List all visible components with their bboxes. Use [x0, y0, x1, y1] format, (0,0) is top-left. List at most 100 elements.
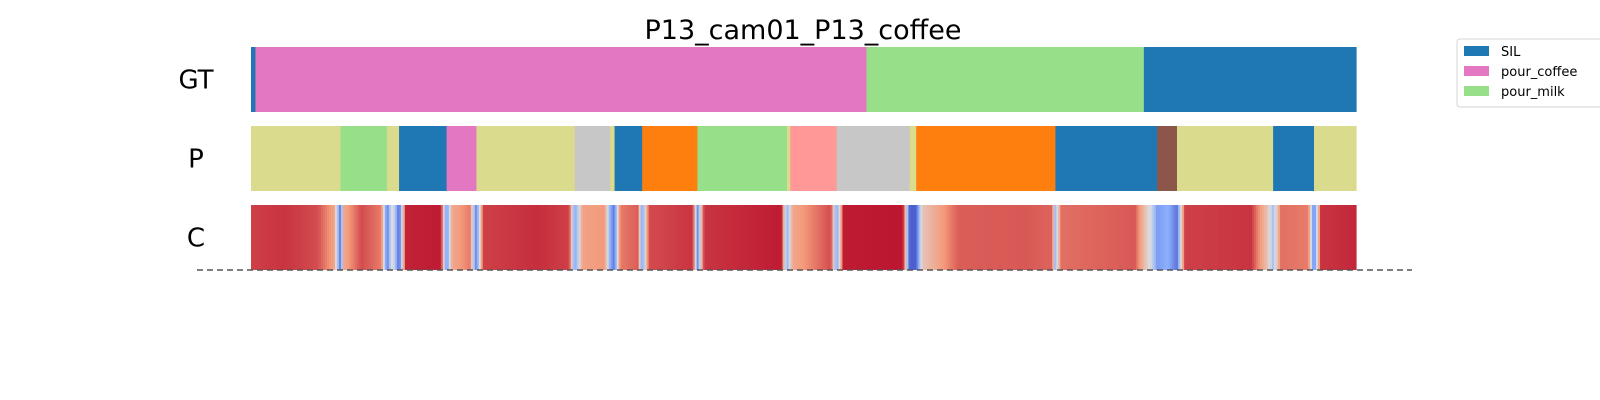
confidence-strip — [478, 205, 482, 270]
confidence-strip — [384, 205, 388, 270]
confidence-strip — [982, 205, 985, 270]
confidence-strip — [1304, 205, 1307, 270]
confidence-strip — [946, 205, 949, 270]
confidence-strip — [450, 205, 454, 270]
confidence-strip — [664, 205, 668, 270]
confidence-strip — [816, 205, 820, 270]
confidence-strip — [454, 205, 458, 270]
confidence-strip — [890, 205, 894, 270]
legend-swatch — [1464, 86, 1489, 96]
confidence-strip — [352, 205, 356, 270]
confidence-strip — [526, 205, 530, 270]
row-label: C — [187, 224, 205, 254]
confidence-strip — [1250, 205, 1253, 270]
confidence-strip — [306, 205, 310, 270]
confidence-strip — [898, 205, 902, 270]
confidence-strip — [480, 205, 484, 270]
confidence-strip — [1130, 205, 1133, 270]
confidence-strip — [1340, 205, 1343, 270]
confidence-strip — [828, 205, 832, 270]
confidence-strip — [1136, 205, 1139, 270]
confidence-strip — [372, 205, 376, 270]
confidence-strip — [440, 205, 444, 270]
confidence-strip — [580, 205, 584, 270]
confidence-strip — [418, 205, 422, 270]
confidence-strip — [1006, 205, 1009, 270]
confidence-strip — [414, 205, 418, 270]
confidence-strip — [814, 205, 818, 270]
confidence-strip — [1102, 205, 1105, 270]
confidence-strip — [354, 205, 358, 270]
confidence-strip — [586, 205, 590, 270]
confidence-strip — [464, 205, 468, 270]
confidence-strip — [266, 205, 270, 270]
confidence-strip — [494, 205, 498, 270]
confidence-strip — [386, 205, 390, 270]
confidence-strip — [1286, 205, 1289, 270]
confidence-strip — [882, 205, 886, 270]
confidence-strip — [1008, 205, 1011, 270]
confidence-strip — [672, 205, 676, 270]
segment-bar — [255, 47, 868, 112]
confidence-strip — [732, 205, 736, 270]
confidence-strip — [840, 205, 844, 270]
confidence-strip — [410, 205, 414, 270]
confidence-strip — [894, 205, 898, 270]
confidence-strip — [772, 205, 776, 270]
confidence-strip — [1144, 205, 1147, 270]
confidence-strip — [758, 205, 762, 270]
confidence-strip — [624, 205, 628, 270]
confidence-strip — [506, 205, 510, 270]
confidence-strip — [304, 205, 308, 270]
confidence-strip — [810, 205, 814, 270]
confidence-strip — [504, 205, 508, 270]
confidence-strip — [826, 205, 830, 270]
confidence-strip — [1078, 205, 1081, 270]
confidence-strip — [752, 205, 756, 270]
confidence-strip — [1068, 205, 1071, 270]
confidence-strip — [1034, 205, 1037, 270]
confidence-strip — [554, 205, 558, 270]
confidence-strip — [564, 205, 568, 270]
segment-bar — [642, 126, 699, 191]
confidence-strip — [1354, 205, 1357, 270]
confidence-strip — [560, 205, 564, 270]
confidence-strip — [978, 205, 981, 270]
confidence-strip — [592, 205, 596, 270]
confidence-strip — [766, 205, 770, 270]
confidence-strip — [1158, 205, 1161, 270]
confidence-strip — [1018, 205, 1021, 270]
confidence-strip — [1098, 205, 1101, 270]
confidence-strip — [1264, 205, 1267, 270]
confidence-strip — [1220, 205, 1223, 270]
confidence-strip — [404, 205, 408, 270]
confidence-strip — [952, 205, 955, 270]
confidence-strip — [860, 205, 864, 270]
confidence-strip — [708, 205, 712, 270]
confidence-strip — [578, 205, 582, 270]
confidence-strip — [356, 205, 360, 270]
confidence-strip — [680, 205, 684, 270]
confidence-strip — [1194, 205, 1197, 270]
confidence-strip — [998, 205, 1001, 270]
confidence-strip — [588, 205, 592, 270]
confidence-strip — [706, 205, 710, 270]
confidence-strip — [366, 205, 370, 270]
confidence-strip — [896, 205, 900, 270]
confidence-strip — [1030, 205, 1033, 270]
confidence-strip — [1202, 205, 1205, 270]
confidence-strip — [1198, 205, 1201, 270]
confidence-strip — [546, 205, 550, 270]
confidence-strip — [842, 205, 846, 270]
confidence-strip — [656, 205, 660, 270]
confidence-strip — [322, 205, 326, 270]
confidence-strip — [1074, 205, 1077, 270]
confidence-strip — [476, 205, 480, 270]
confidence-strip — [1332, 205, 1335, 270]
segment-bar — [836, 126, 911, 191]
confidence-strip — [630, 205, 634, 270]
confidence-strip — [834, 205, 838, 270]
confidence-strip — [670, 205, 674, 270]
confidence-strip — [606, 205, 610, 270]
confidence-strip — [1024, 205, 1027, 270]
